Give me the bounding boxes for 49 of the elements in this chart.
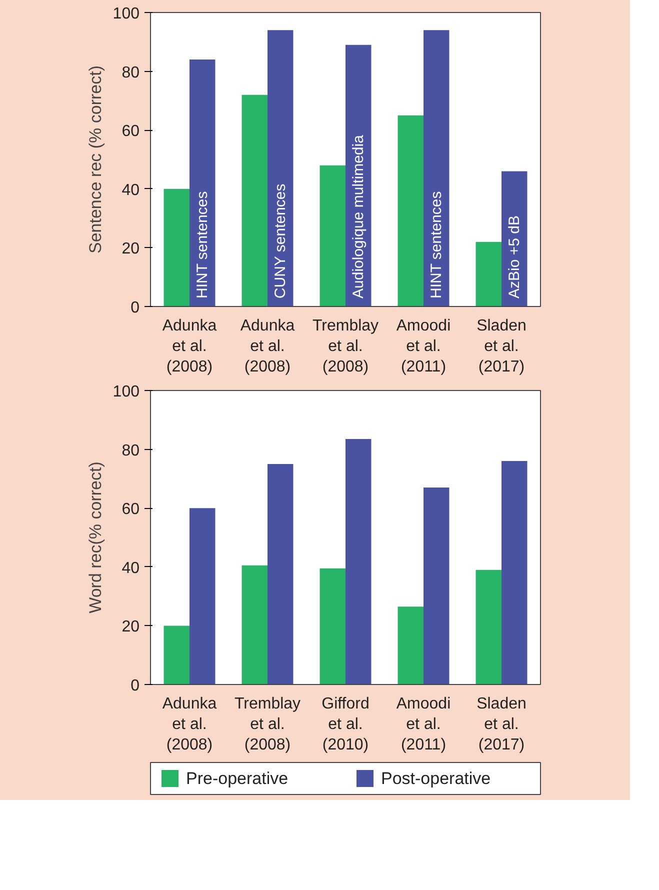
annotation: HINT sentences <box>194 191 211 298</box>
bar <box>320 568 346 684</box>
y-tick-label: 100 <box>112 384 140 400</box>
bar <box>164 626 190 684</box>
bar <box>268 464 294 684</box>
bar <box>398 606 424 684</box>
bar <box>398 115 424 306</box>
y-tick-label: 100 <box>112 6 140 22</box>
bar <box>242 565 268 684</box>
legend-label: Pre-operative <box>186 769 288 788</box>
bar <box>476 242 502 306</box>
bar <box>346 439 372 684</box>
y-tick-label: 20 <box>122 240 140 258</box>
bar <box>502 461 528 684</box>
bar <box>476 570 502 684</box>
x-tick-label: Adunka et al. (2008) <box>162 318 217 376</box>
x-tick-label: Tremblay et al. (2008) <box>234 696 301 754</box>
x-tick-label: Adunka et al. (2008) <box>162 696 217 754</box>
annotation: Audiologique multimedia <box>350 134 367 298</box>
bar <box>164 188 190 306</box>
x-tick-label: Adunka et al. (2008) <box>240 318 295 376</box>
legend-label: Post-operative <box>381 769 491 788</box>
y-tick-label: 60 <box>122 501 140 518</box>
y-tick-label: 60 <box>122 123 140 140</box>
bar <box>320 165 346 306</box>
annotation: AzBio +5 dB <box>506 216 523 298</box>
x-tick-label: Sladen et al. (2017) <box>476 696 526 754</box>
annotation: HINT sentences <box>428 191 445 298</box>
y-tick-label: 0 <box>130 300 140 316</box>
x-tick-label: Amoodi et al. (2011) <box>396 318 451 376</box>
annotation: CUNY sentences <box>272 184 289 298</box>
x-tick-label: Tremblay et al. (2008) <box>312 318 379 376</box>
y-tick-label: 0 <box>130 678 140 694</box>
bar <box>268 30 294 306</box>
bar <box>190 60 216 306</box>
x-tick-label: Amoodi et al. (2011) <box>396 696 451 754</box>
bar <box>242 94 268 306</box>
y-tick-label: 80 <box>122 64 140 82</box>
y-axis-title: Word rec(% correct) <box>86 462 105 614</box>
y-tick-label: 80 <box>122 442 140 460</box>
y-axis-title: Sentence rec (% correct) <box>86 65 105 254</box>
y-tick-label: 20 <box>122 618 140 636</box>
x-tick-label: Gifford et al. (2010) <box>322 696 370 754</box>
x-tick-label: Sladen et al. (2017) <box>476 318 526 376</box>
bar <box>190 508 216 684</box>
bar <box>424 30 450 306</box>
bar <box>424 488 450 684</box>
y-tick-label: 40 <box>122 560 140 577</box>
y-tick-label: 40 <box>122 182 140 199</box>
